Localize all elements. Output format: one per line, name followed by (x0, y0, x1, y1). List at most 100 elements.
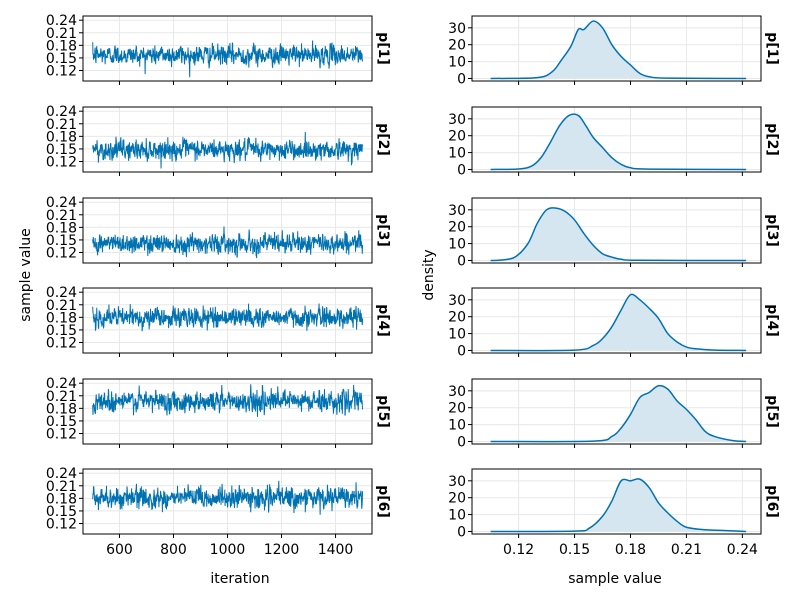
density-area-2 (490, 114, 747, 170)
density-x-axis-label: sample value (568, 571, 662, 587)
y-tick-label: 0.24 (46, 104, 77, 120)
y-tick-label: 0.21 (46, 26, 77, 42)
y-tick-label: 0 (457, 524, 466, 540)
trace-line-2 (92, 131, 364, 169)
trace-panel-1: 0.120.150.180.210.24 p[1] (46, 13, 391, 85)
y-tick-label: 0 (457, 71, 466, 87)
x-tick-label: 0.15 (559, 542, 590, 558)
density-panel-frame (471, 287, 762, 354)
trace-row-label: p[1] (375, 32, 391, 65)
y-tick-label: 10 (448, 146, 466, 162)
y-tick-label: 30 (448, 21, 466, 37)
y-tick-label: 20 (448, 129, 466, 145)
y-tick-label: 0 (457, 434, 466, 450)
y-tick-label: 0.18 (46, 129, 77, 145)
y-tick-label: 30 (448, 203, 466, 219)
y-tick-label: 0.15 (46, 142, 77, 158)
density-y-axis-label: density (421, 249, 437, 300)
x-tick-label: 1400 (318, 542, 354, 558)
y-tick-label: 20 (448, 38, 466, 54)
y-tick-label: 0.18 (46, 310, 77, 326)
density-area-1 (490, 21, 747, 79)
density-line-3 (490, 207, 747, 262)
density-panel-frame (471, 468, 762, 535)
y-tick-label: 20 (448, 220, 466, 236)
y-tick-label: 20 (448, 310, 466, 326)
y-tick-label: 0.21 (46, 117, 77, 133)
y-tick-label: 0.15 (46, 323, 77, 339)
trace-panel-3: 0.120.150.180.210.24 p[3] (46, 195, 391, 267)
density-panel-frame (471, 378, 762, 445)
y-tick-label: 0.21 (46, 479, 77, 495)
y-tick-label: 0.12 (46, 246, 77, 262)
y-tick-label: 0.21 (46, 208, 77, 224)
trace-row-label: p[3] (375, 214, 391, 247)
density-panel-frame (471, 15, 762, 82)
density-line-6 (490, 478, 747, 533)
density-line-5 (490, 384, 747, 443)
trace-x-axis-label: iteration (210, 571, 269, 587)
trace-line-6 (92, 480, 364, 515)
trace-line-3 (92, 226, 364, 259)
x-tick-label: 0.24 (727, 542, 758, 558)
y-tick-label: 10 (448, 55, 466, 71)
y-tick-label: 10 (448, 327, 466, 343)
x-tick-label: 0.12 (503, 542, 534, 558)
x-tick-label: 1200 (264, 542, 300, 558)
y-tick-label: 0.12 (46, 64, 77, 80)
y-tick-label: 10 (448, 418, 466, 434)
y-tick-label: 0.12 (46, 427, 77, 443)
y-tick-label: 0.18 (46, 220, 77, 236)
trace-line-5 (92, 384, 364, 417)
y-tick-label: 10 (448, 237, 466, 253)
density-row-label: p[5] (764, 395, 780, 428)
y-tick-label: 30 (448, 474, 466, 490)
y-tick-label: 0.24 (46, 13, 77, 29)
density-line-2 (490, 113, 747, 171)
density-row-label: p[6] (764, 485, 780, 518)
density-row-label: p[4] (764, 304, 780, 337)
density-row-label: p[2] (764, 123, 780, 156)
density-plot-column: 0102030p[1]0102030p[2]0102030p[3]0102030… (448, 15, 780, 558)
density-row-label: p[3] (764, 214, 780, 247)
trace-plot-column: 0.120.150.180.210.24p[1]0.120.150.180.21… (46, 13, 391, 558)
y-tick-label: 0.15 (46, 414, 77, 430)
x-tick-label: 0.21 (671, 542, 702, 558)
trace-panel-5: 0.120.150.180.210.24 p[5] (46, 376, 391, 448)
density-row-label: p[1] (764, 32, 780, 65)
x-tick-label: 800 (160, 542, 187, 558)
density-area-3 (490, 207, 747, 261)
y-tick-label: 0.12 (46, 336, 77, 352)
density-panel-frame (471, 106, 762, 173)
x-tick-label: 0.18 (615, 542, 646, 558)
x-tick-label: 600 (106, 542, 133, 558)
y-tick-label: 0.12 (46, 155, 77, 171)
y-tick-label: 0 (457, 343, 466, 359)
y-tick-label: 20 (448, 491, 466, 507)
y-tick-label: 10 (448, 508, 466, 524)
density-area-6 (490, 478, 747, 532)
y-tick-label: 0.18 (46, 38, 77, 54)
y-tick-label: 0.24 (46, 466, 77, 482)
trace-row-label: p[5] (375, 395, 391, 428)
y-tick-label: 0.24 (46, 285, 77, 301)
y-tick-label: 0.24 (46, 376, 77, 392)
y-tick-label: 0.18 (46, 401, 77, 417)
density-area-5 (490, 385, 747, 442)
y-tick-label: 20 (448, 401, 466, 417)
density-line-4 (490, 293, 747, 352)
trace-y-axis-label: sample value (18, 228, 34, 322)
x-tick-label: 1000 (210, 542, 246, 558)
trace-panel-4: 0.120.150.180.210.24 p[4] (46, 285, 391, 357)
y-tick-label: 0.15 (46, 233, 77, 249)
y-tick-label: 30 (448, 384, 466, 400)
density-area-4 (490, 294, 747, 351)
y-tick-label: 0 (457, 253, 466, 269)
trace-row-label: p[2] (375, 123, 391, 156)
